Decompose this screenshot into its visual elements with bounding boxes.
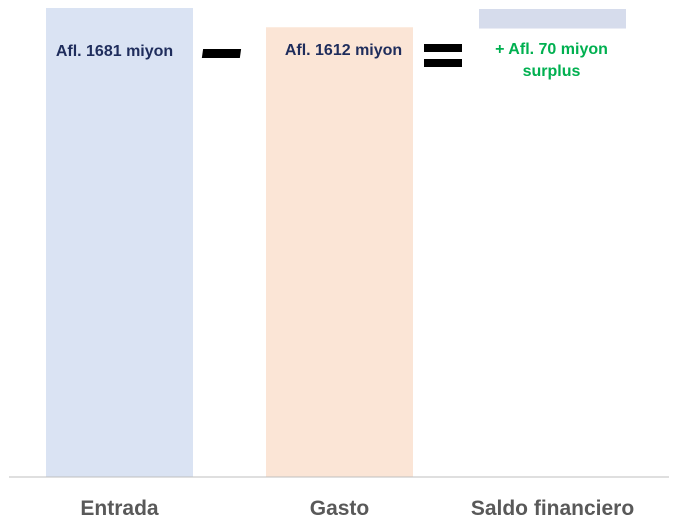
bars-group	[46, 8, 626, 478]
bar-gasto	[266, 27, 413, 478]
operators-group	[201, 44, 462, 67]
data-labels-group: Afl. 1681 miyon Afl. 1612 miyon + Afl. 70 …	[56, 41, 608, 80]
equals-operator-bottom	[424, 59, 462, 67]
bar-entrada	[46, 8, 193, 477]
data-label-entrada: Afl. 1681 miyon	[56, 43, 173, 60]
data-label-gasto: Afl. 1612 miyon	[285, 42, 402, 59]
minus-operator	[201, 49, 242, 58]
category-label-saldo-financiero: Saldo financiero	[471, 497, 634, 520]
category-labels-group: Entrada Gasto Saldo financiero	[80, 497, 634, 520]
equals-operator-top	[424, 44, 462, 52]
data-label-saldo-financiero-line-1: + Afl. 70 miyon	[495, 41, 608, 58]
category-label-entrada: Entrada	[80, 497, 159, 520]
category-label-gasto: Gasto	[310, 497, 370, 520]
data-label-saldo-financiero-line-2: surplus	[523, 63, 581, 80]
bar-saldo-financiero	[479, 9, 626, 29]
